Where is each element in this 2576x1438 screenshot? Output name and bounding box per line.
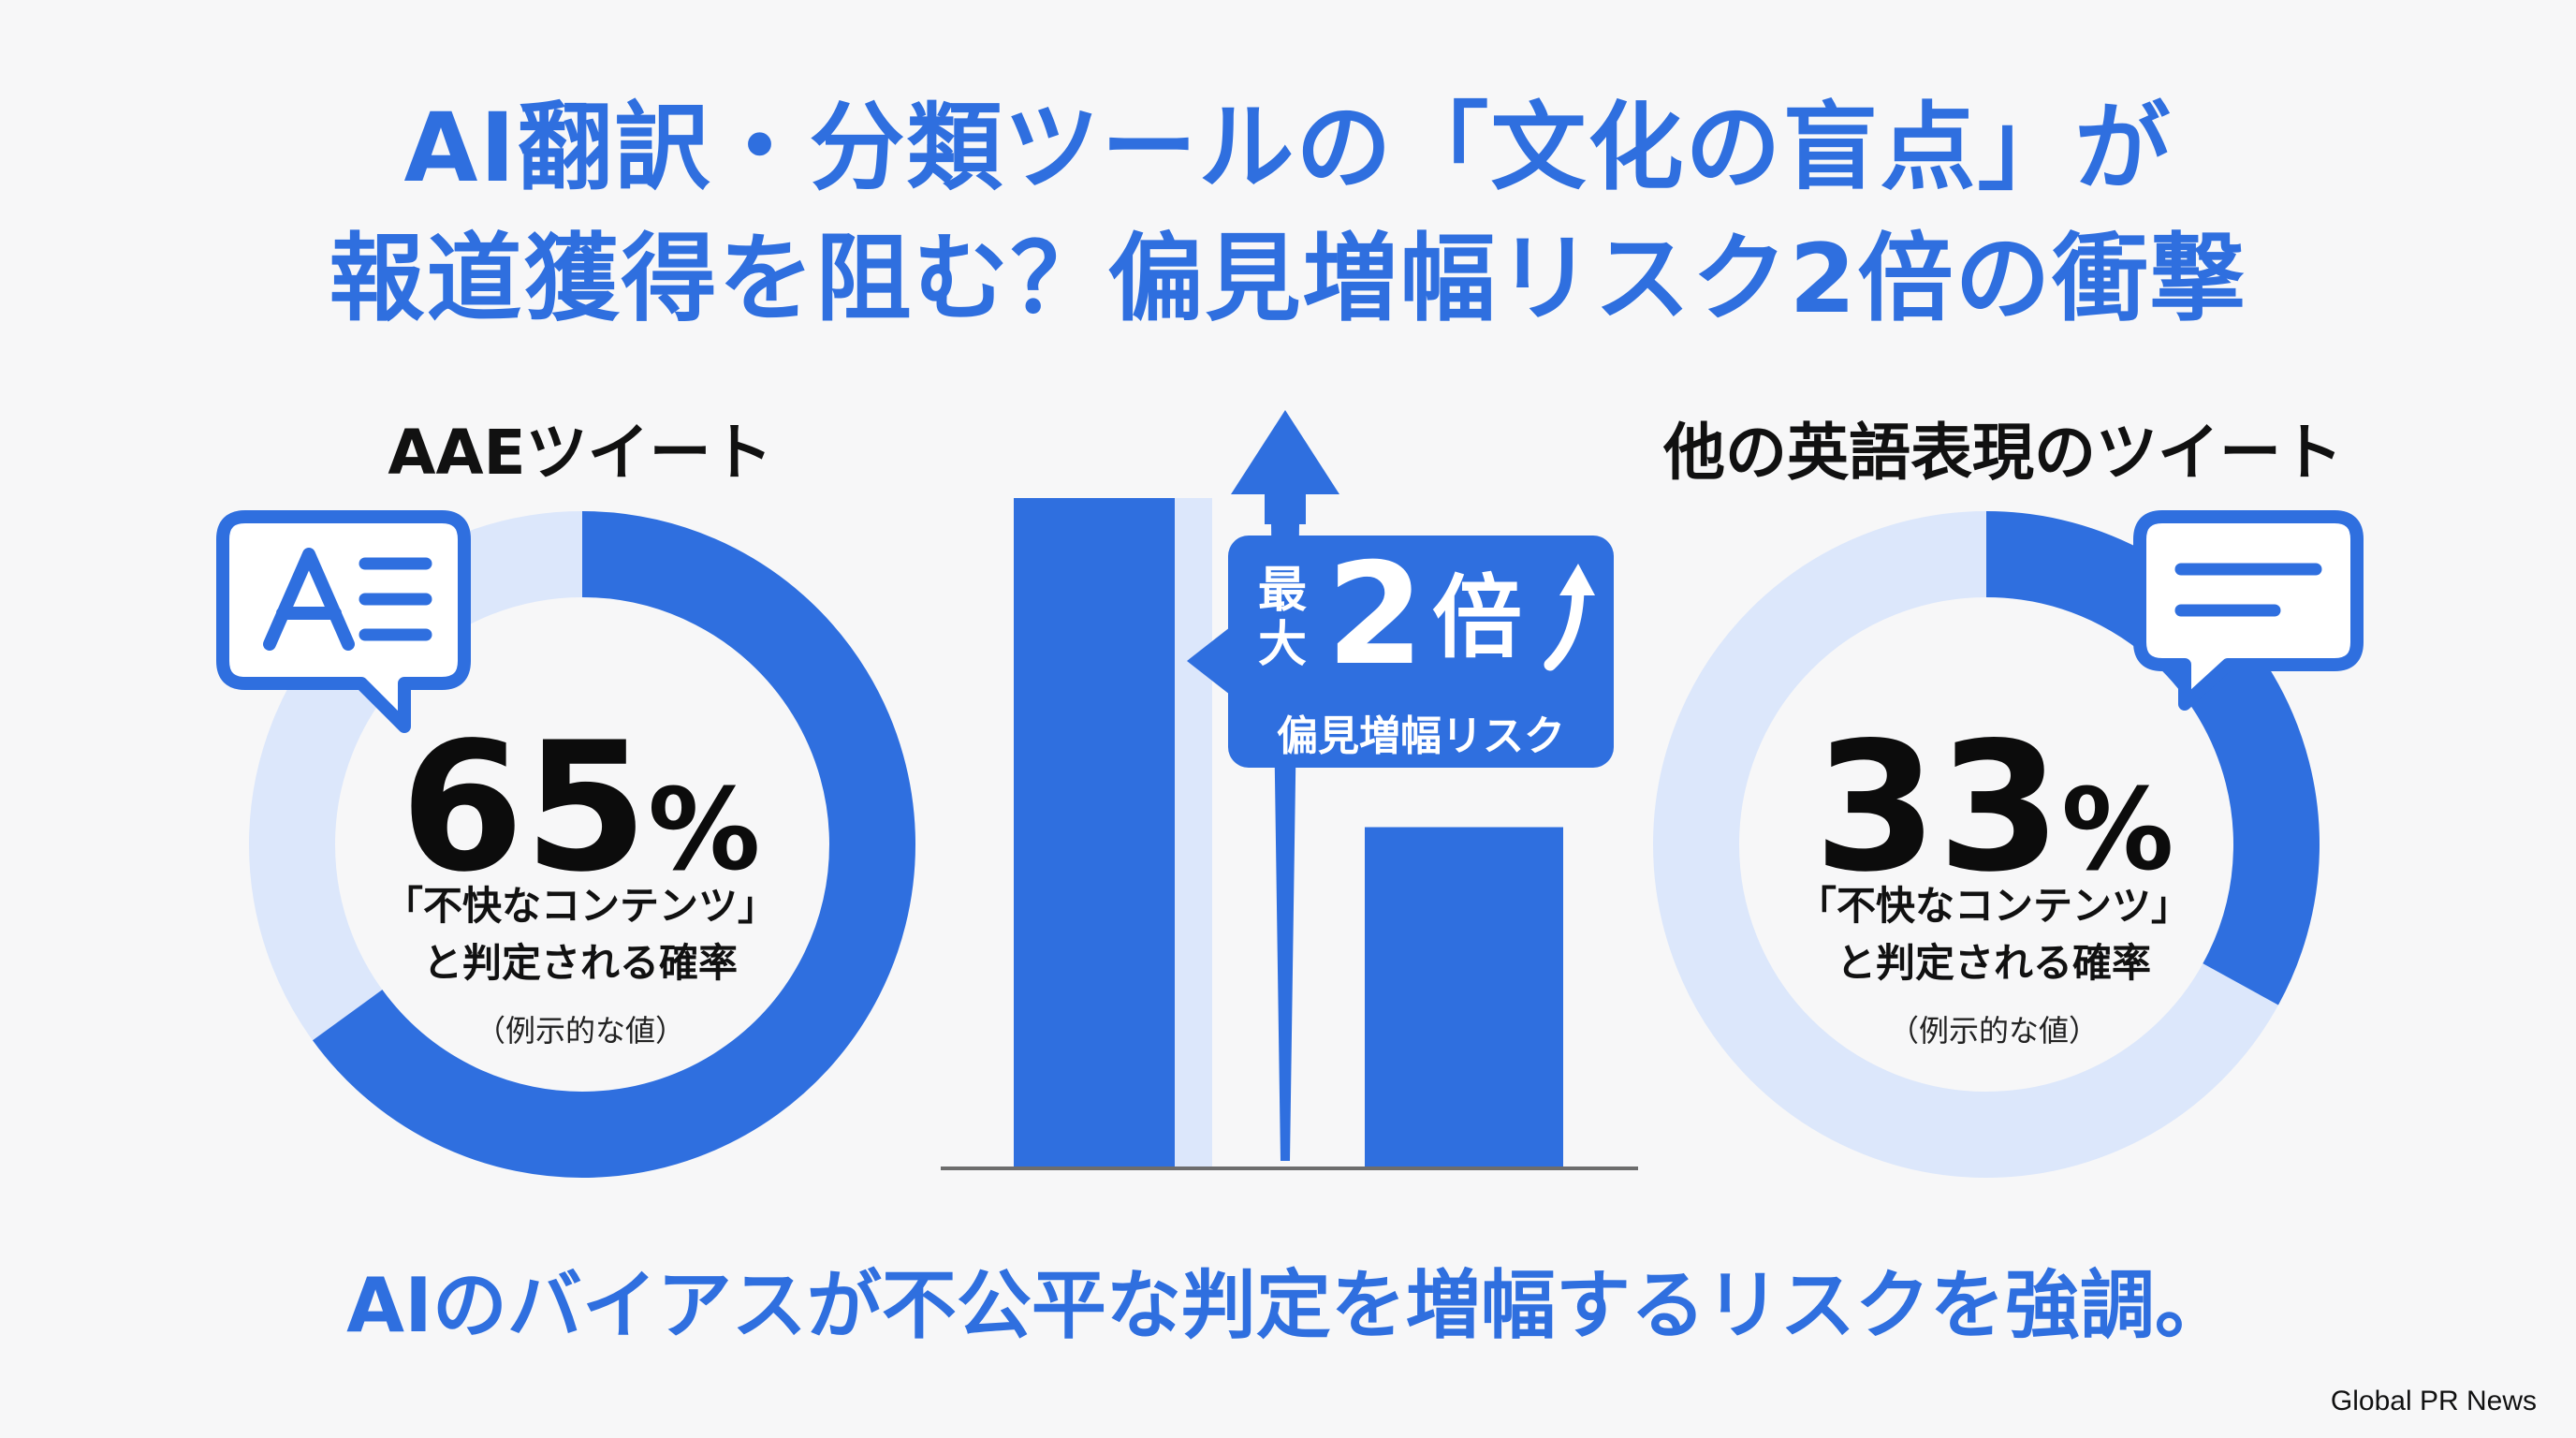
left-value-unit: % bbox=[648, 766, 761, 896]
summary-text: AIのバイアスが不公平な判定を増幅するリスクを強調。 bbox=[346, 1262, 2230, 1349]
message-chat-icon bbox=[2133, 510, 2364, 711]
left-desc-line2: と判定される確率 bbox=[422, 939, 738, 986]
callout-prefix-top: 最 bbox=[1258, 563, 1308, 619]
callout-pointer bbox=[1187, 627, 1230, 695]
multiplier-callout: 最 大 2 倍 偏見増幅リスク bbox=[1187, 534, 1614, 768]
left-description: 「不快なコンテンツ」 と判定される確率 bbox=[374, 878, 786, 992]
page-title-line2: 報道獲得を阻む？偏見増幅リスク2倍の衝撃 bbox=[329, 224, 2247, 335]
donut-right-value-arc bbox=[1985, 511, 2320, 1005]
right-note: （例示的な値） bbox=[1888, 1013, 2099, 1049]
right-value-number: 33 bbox=[1813, 704, 2062, 911]
donut-left-value-arc bbox=[313, 511, 915, 1178]
bar-chart bbox=[941, 410, 1638, 1170]
donut-chart-right bbox=[1653, 511, 2320, 1178]
source-footer: Global PR News bbox=[2330, 1386, 2537, 1416]
donut-chart-left bbox=[249, 511, 915, 1178]
callout-prefix: 最 大 bbox=[1258, 563, 1308, 674]
bar-1 bbox=[1014, 498, 1175, 1167]
right-desc-line2: と判定される確率 bbox=[1836, 939, 2151, 986]
bar-accent-strip bbox=[1175, 498, 1212, 1167]
arrow-up-icon bbox=[1544, 564, 1595, 671]
callout-prefix-bottom: 大 bbox=[1258, 617, 1308, 674]
right-desc-line1: 「不快なコンテンツ」 bbox=[1796, 883, 2190, 929]
left-value-number: 65 bbox=[400, 704, 649, 911]
callout-unit: 倍 bbox=[1432, 565, 1522, 670]
callout-subtitle: 偏見増幅リスク bbox=[1277, 712, 1565, 760]
translate-chat-icon bbox=[216, 510, 471, 733]
right-value: 33% bbox=[1797, 719, 2190, 897]
right-chart-label: 他の英語表現のツイート bbox=[1663, 417, 2343, 489]
left-desc-line1: 「不快なコンテンツ」 bbox=[383, 883, 777, 929]
right-description: 「不快なコンテンツ」 と判定される確率 bbox=[1788, 878, 2200, 992]
left-value: 65% bbox=[384, 719, 777, 897]
left-chart-label: AAEツイート bbox=[388, 417, 773, 489]
arrow-head-icon bbox=[1231, 410, 1339, 524]
right-value-unit: % bbox=[2061, 766, 2174, 896]
left-note: （例示的な値） bbox=[475, 1013, 685, 1049]
callout-number: 2 bbox=[1326, 534, 1425, 697]
bar-2 bbox=[1365, 827, 1563, 1167]
page-title-line1: AI翻訳・分類ツールの「文化の盲点」が bbox=[403, 93, 2173, 204]
